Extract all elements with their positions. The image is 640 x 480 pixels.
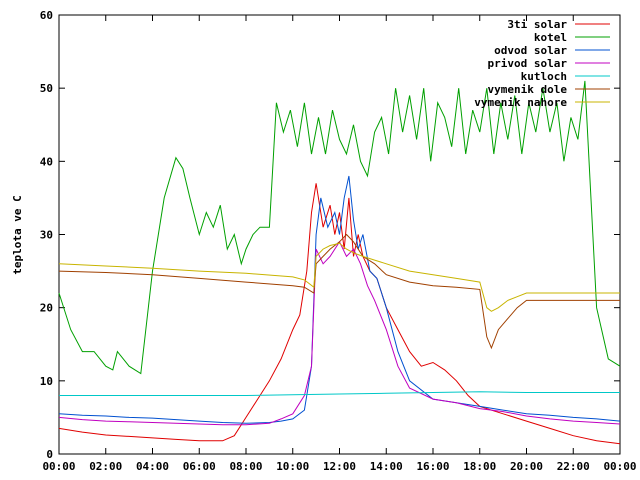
series-line-privod-solar [58, 240, 621, 426]
x-tick-label: 10:00 [276, 460, 309, 473]
y-tick-label: 0 [46, 448, 53, 461]
x-tick-label: 02:00 [89, 460, 122, 473]
x-tick-label: 22:00 [557, 460, 590, 473]
x-tick-label: 00:00 [42, 460, 75, 473]
x-axis: 00:00 02:00 04:00 06:00 08:00 10:00 12:00 14:00… [42, 15, 637, 473]
y-tick-label: 20 [40, 302, 53, 315]
series-line-odvod-solar [58, 175, 621, 424]
legend-label: vymenik nahore [474, 96, 567, 109]
y-tick-label: 30 [40, 229, 53, 242]
x-tick-label: 18:00 [463, 460, 496, 473]
series-line-vymenik-dole [58, 233, 620, 350]
y-axis: 0 10 20 30 40 50 60 [40, 9, 620, 461]
x-tick-label: 12:00 [323, 460, 356, 473]
series-lines [58, 80, 621, 445]
x-tick-label: 20:00 [510, 460, 543, 473]
y-axis-label: teplota ve C [11, 195, 24, 274]
legend-label: kutloch [521, 70, 567, 83]
legend-label: 3ti solar [507, 18, 567, 31]
y-tick-label: 50 [40, 82, 53, 95]
x-tick-label: 14:00 [370, 460, 403, 473]
y-tick-label: 60 [40, 9, 53, 22]
x-tick-label: 06:00 [183, 460, 216, 473]
legend-label: odvod solar [494, 44, 567, 57]
y-tick-label: 10 [40, 375, 53, 388]
series-line-kutloch [59, 391, 620, 396]
y-tick-label: 40 [40, 155, 53, 168]
series-line-vymenik-nahore [58, 242, 620, 312]
x-tick-label: 04:00 [136, 460, 169, 473]
x-tick-label: 16:00 [416, 460, 449, 473]
x-tick-label: 08:00 [229, 460, 262, 473]
x-tick-label: 00:00 [603, 460, 636, 473]
series-line-3ti-solar [58, 183, 621, 445]
series-line-kotel [58, 80, 621, 375]
legend-label: vymenik dole [488, 83, 568, 96]
legend-label: kotel [534, 31, 567, 44]
legend-label: privod solar [488, 57, 568, 70]
